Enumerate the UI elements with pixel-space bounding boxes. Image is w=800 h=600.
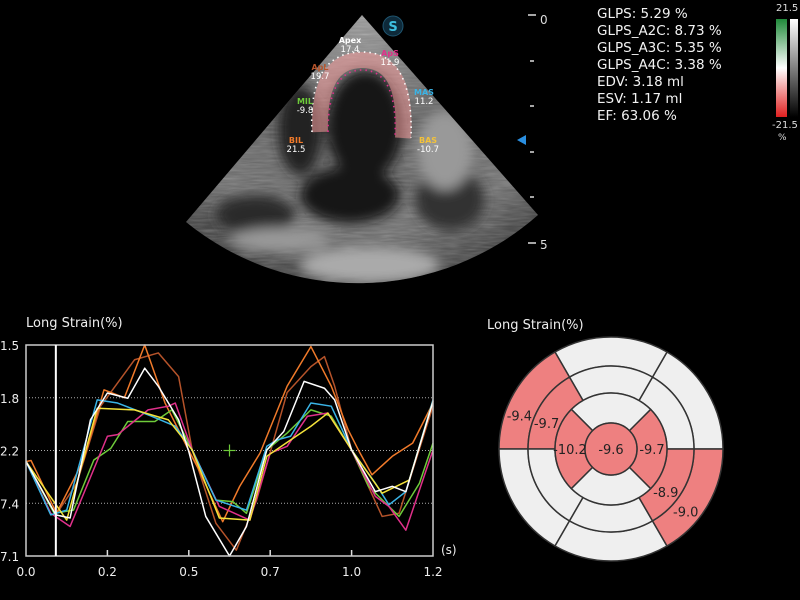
plot-frame [25, 344, 434, 557]
y-tick-label: 7.1 [0, 550, 19, 564]
x-tick-label: 0.0 [16, 565, 35, 579]
y-tick-label: 2.2 [0, 445, 19, 459]
strain-curve-2 [25, 409, 434, 518]
segment-name: MAS [414, 88, 434, 97]
segment-value: 19.7 [311, 72, 330, 82]
segment-name: BAS [419, 136, 437, 145]
colorbar-gray [790, 19, 798, 117]
depth-label-0: 0 [540, 13, 548, 27]
segment-value: -9.4 [507, 410, 532, 425]
segment-name: Apex [339, 36, 362, 45]
stat-line: EDV: 3.18 ml [597, 74, 684, 90]
segment-label-mil: MIL-9.8 [297, 97, 314, 116]
stat-line: GLPS: 5.29 % [597, 6, 688, 22]
strain-curve-5 [25, 401, 434, 521]
strain-curve-chart[interactable]: 1.5 1.8 2.2 7.4 7.10.0 0.2 0.5 0.7 1.0 1.2 (s) [0, 330, 470, 600]
bullseye-title: Long Strain(%) [487, 318, 584, 333]
stat-line: ESV: 1.17 ml [597, 91, 683, 107]
segment-label-bas: BAS-10.7 [417, 136, 439, 155]
stat-line: GLPS_A4C: 3.38 % [597, 57, 722, 73]
x-tick-label: 1.2 [423, 565, 442, 579]
colorbar-min: -21.5 [772, 120, 798, 131]
segment-value: -9.7 [534, 417, 559, 432]
myocardium-band [311, 51, 412, 139]
x-tick-label: 0.5 [179, 565, 198, 579]
strain-curve-4 [25, 399, 434, 516]
strain-curve-6 [25, 367, 434, 557]
segment-value: -9.0 [673, 506, 698, 521]
segment-value: 11.2 [415, 97, 434, 107]
segment-value: -10.2 [553, 443, 587, 458]
segment-value: 17.4 [341, 45, 360, 55]
segment-value: -9.6 [598, 443, 623, 458]
focus-marker-icon[interactable] [517, 135, 526, 145]
x-tick-label: 1.0 [342, 565, 361, 579]
y-tick-label: 1.8 [0, 392, 19, 406]
segment-name: ApL [311, 63, 328, 72]
segment-value: -9.8 [297, 106, 314, 116]
colorbar-unit: % [778, 133, 787, 143]
crosshair-icon [223, 444, 236, 457]
strain-chart-title: Long Strain(%) [26, 316, 123, 331]
bullseye-plot[interactable]: -9.4 -9.0 -9.7 -8.9 -9.7 -10.2 -9.6 [490, 330, 740, 580]
y-tick-label: 1.5 [0, 339, 19, 353]
depth-scale: 0 5 [528, 13, 548, 252]
apex-segment[interactable] [584, 422, 638, 476]
logo-s: S [382, 15, 404, 37]
x-tick-label: 0.7 [261, 565, 280, 579]
segment-value: 11.9 [381, 58, 400, 68]
logo-letter: S [388, 20, 397, 35]
depth-label-5: 5 [540, 238, 548, 252]
segment-value: -10.7 [417, 145, 439, 155]
colorbar-max: 21.5 [776, 3, 799, 14]
strain-curve-3 [25, 402, 434, 531]
stat-line: GLPS_A2C: 8.73 % [597, 23, 722, 39]
segment-value: -9.7 [639, 443, 664, 458]
segment-name: ApS [381, 49, 399, 58]
strain-curve-1 [25, 344, 434, 523]
colorbar-strain [776, 19, 787, 117]
y-tick-label: 7.4 [0, 497, 19, 511]
x-unit-label: (s) [441, 543, 457, 557]
segment-value: 21.5 [287, 145, 306, 155]
segment-value: -8.9 [653, 486, 678, 501]
stat-line: GLPS_A3C: 5.35 % [597, 40, 722, 56]
x-tick-label: 0.2 [98, 565, 117, 579]
segment-name: BIL [289, 136, 303, 145]
echo-anatomy [186, 15, 538, 284]
segment-name: MIL [297, 97, 313, 106]
stat-line: EF: 63.06 % [597, 108, 677, 124]
